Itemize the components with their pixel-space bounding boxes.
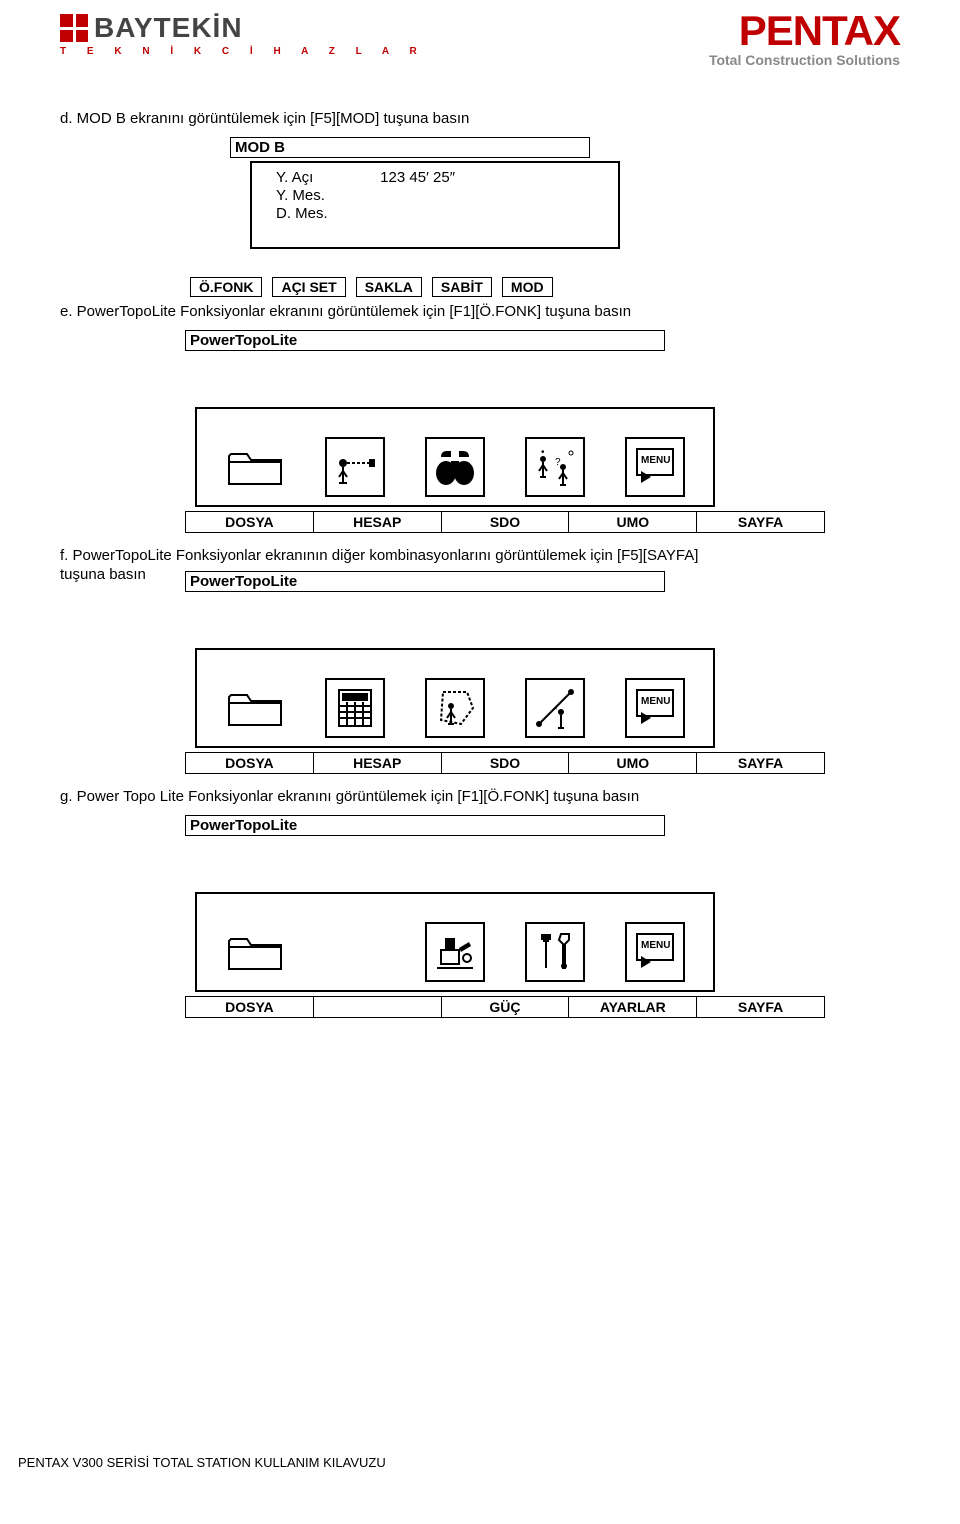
ptl-label: SDO — [442, 512, 570, 533]
page-header: BAYTEKİN T E K N İ K C İ H A Z L A R PEN… — [60, 12, 900, 68]
section-d-text: d. MOD B ekranını görüntülemek için [F5]… — [60, 110, 900, 127]
ptl-labels-row: DOSYA GÜÇ AYARLAR SAYFA — [185, 996, 825, 1018]
baytekin-logo-sub: T E K N İ K C İ H A Z L A R — [60, 46, 426, 57]
ptl-label — [314, 997, 442, 1018]
svg-text:MENU: MENU — [641, 940, 670, 951]
ptl-label: SAYFA — [697, 512, 825, 533]
modb-row-label: Y. Mes. — [276, 187, 376, 204]
calculator-icon — [325, 678, 385, 738]
modb-row-2: D. Mes. — [276, 205, 606, 223]
section-g-text: g. Power Topo Lite Fonksiyonlar ekranını… — [60, 788, 900, 805]
modb-row-label: Y. Açı — [276, 169, 376, 186]
ptl-label: SAYFA — [697, 997, 825, 1018]
ptl-labels-row: DOSYA HESAP SDO UMO SAYFA — [185, 752, 825, 774]
svg-text:•: • — [541, 447, 545, 458]
ptl-title: PowerTopoLite — [185, 815, 665, 836]
ptl-screen-g: PowerTopoLite MENU DOSYA GÜÇ AYARLAR SAY… — [185, 815, 900, 1018]
svg-text:?: ? — [555, 457, 561, 468]
binoculars-icon — [425, 437, 485, 497]
section-f-text-1: f. PowerTopoLite Fonksiyonlar ekranının … — [60, 547, 900, 564]
ptl-label: DOSYA — [186, 753, 314, 774]
ptl-iconrow: •? MENU — [195, 407, 715, 507]
ptl-label: SAYFA — [697, 753, 825, 774]
ptl-label: DOSYA — [186, 512, 314, 533]
sabit-button[interactable]: SABİT — [432, 277, 492, 297]
modb-screen: MOD B Y. Açı 123 45′ 25″ Y. Mes. D. Mes. — [230, 137, 900, 249]
ptl-labels-row: DOSYA HESAP SDO UMO SAYFA — [185, 511, 825, 533]
modb-body: Y. Açı 123 45′ 25″ Y. Mes. D. Mes. — [250, 161, 620, 249]
folder-icon — [225, 678, 285, 738]
baytekin-logo-text: BAYTEKİN — [94, 12, 243, 44]
ptl-iconrow: MENU — [195, 648, 715, 748]
pentax-logo-text: PENTAX — [709, 12, 900, 50]
ptl-label: UMO — [569, 753, 697, 774]
baytekin-logo: BAYTEKİN T E K N İ K C İ H A Z L A R — [60, 12, 426, 57]
ptl-iconrow: MENU — [195, 892, 715, 992]
folder-icon — [225, 922, 285, 982]
pentax-logo: PENTAX Total Construction Solutions — [709, 12, 900, 68]
person-distance-icon — [325, 437, 385, 497]
two-people-icon: •? — [525, 437, 585, 497]
tools-icon — [525, 922, 585, 982]
mod-button[interactable]: MOD — [502, 277, 553, 297]
ptl-title: PowerTopoLite — [185, 571, 665, 592]
aciset-button[interactable]: AÇI SET — [272, 277, 345, 297]
modb-buttons: Ö.FONK AÇI SET SAKLA SABİT MOD — [190, 277, 900, 297]
modb-row-blank — [276, 223, 606, 241]
sakla-button[interactable]: SAKLA — [356, 277, 422, 297]
point-line-icon — [525, 678, 585, 738]
ptl-label: AYARLAR — [569, 997, 697, 1018]
ptl-label: GÜÇ — [442, 997, 570, 1018]
machine-icon — [425, 922, 485, 982]
pentax-logo-sub: Total Construction Solutions — [709, 52, 900, 68]
page-footer: PENTAX V300 SERİSİ TOTAL STATION KULLANI… — [18, 1455, 386, 1470]
ptl-label: SDO — [442, 753, 570, 774]
svg-text:MENU: MENU — [641, 455, 670, 466]
empty-cell — [325, 922, 385, 982]
menu-icon: MENU — [625, 678, 685, 738]
polygon-person-icon — [425, 678, 485, 738]
ptl-title: PowerTopoLite — [185, 330, 665, 351]
ptl-label: UMO — [569, 512, 697, 533]
section-e-text: e. PowerTopoLite Fonksiyonlar ekranını g… — [60, 303, 900, 320]
menu-icon: MENU — [625, 922, 685, 982]
svg-text:MENU: MENU — [641, 696, 670, 707]
ofonk-button[interactable]: Ö.FONK — [190, 277, 262, 297]
modb-row-0: Y. Açı 123 45′ 25″ — [276, 169, 606, 187]
baytekin-squares-icon — [60, 14, 88, 42]
ptl-label: DOSYA — [186, 997, 314, 1018]
ptl-screen-e: PowerTopoLite •? MENU DOSYA HESAP SDO UM… — [185, 330, 900, 533]
modb-row-value: 123 45′ 25″ — [380, 169, 455, 186]
menu-icon: MENU — [625, 437, 685, 497]
modb-row-1: Y. Mes. — [276, 187, 606, 205]
ptl-label: HESAP — [314, 753, 442, 774]
modb-title: MOD B — [230, 137, 590, 158]
ptl-screen-f: PowerTopoLite MENU DOSYA HESAP SDO UMO S… — [185, 571, 900, 774]
modb-row-label: D. Mes. — [276, 205, 376, 222]
ptl-label: HESAP — [314, 512, 442, 533]
folder-icon — [225, 437, 285, 497]
